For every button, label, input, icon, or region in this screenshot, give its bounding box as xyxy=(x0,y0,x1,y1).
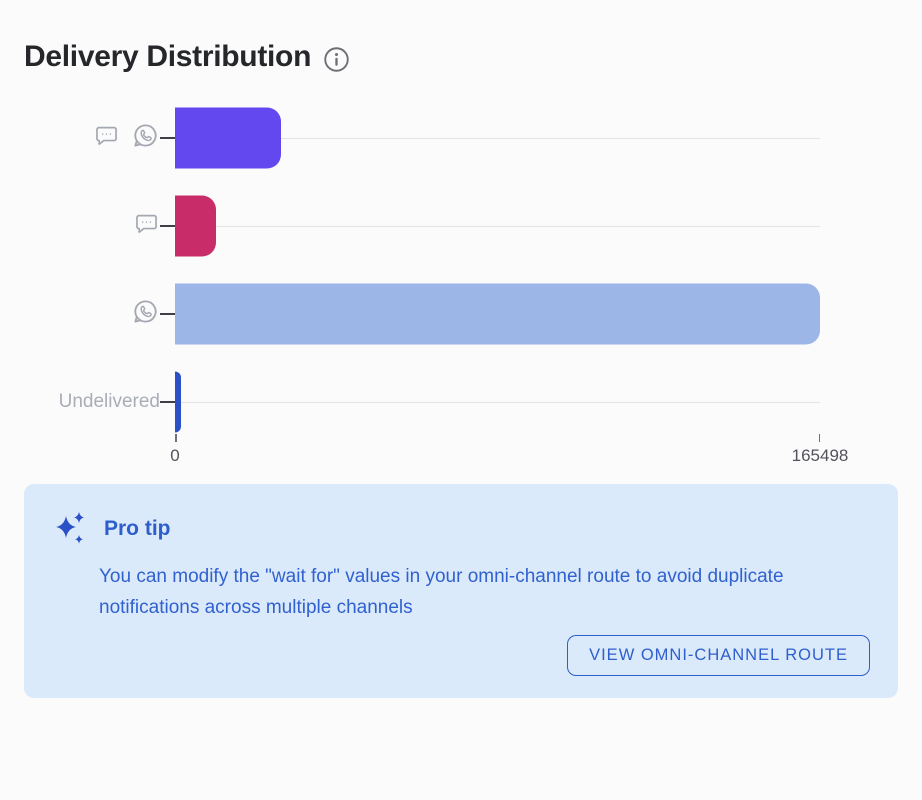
x-axis-tick-min xyxy=(175,434,177,442)
y-axis-tick xyxy=(160,137,175,139)
bar-whatsapp[interactable] xyxy=(175,283,820,345)
x-axis: 0 165498 xyxy=(170,434,848,474)
x-axis-tick-max xyxy=(818,434,820,442)
row-label-undelivered: Undelivered xyxy=(24,391,160,413)
bar-undelivered[interactable] xyxy=(175,371,181,433)
pro-tip-actions: VIEW OMNI-CHANNEL ROUTE xyxy=(52,635,870,676)
row-label-sms xyxy=(24,210,160,242)
chart-row-sms xyxy=(24,182,898,270)
sms-chat-bubble-icon xyxy=(133,210,160,242)
gridline xyxy=(175,402,820,403)
title-row: Delivery Distribution xyxy=(24,40,898,74)
bar-sms-whatsapp[interactable] xyxy=(175,107,281,169)
y-axis-tick xyxy=(160,225,175,227)
row-label-whatsapp xyxy=(24,297,160,331)
chart-row-sms-whatsapp xyxy=(24,94,898,182)
pro-tip-title: Pro tip xyxy=(104,517,171,540)
y-axis-tick xyxy=(160,313,175,315)
delivery-distribution-chart: Undelivered 0 165498 xyxy=(24,94,898,474)
gridline xyxy=(175,226,820,227)
info-circle-icon[interactable] xyxy=(323,46,350,73)
bar-sms[interactable] xyxy=(175,195,216,257)
y-axis-tick xyxy=(160,401,175,403)
whatsapp-icon xyxy=(131,121,160,155)
whatsapp-icon xyxy=(131,297,160,331)
view-omni-channel-route-button[interactable]: VIEW OMNI-CHANNEL ROUTE xyxy=(567,635,870,676)
chart-row-undelivered: Undelivered xyxy=(24,358,898,446)
pro-tip-card: Pro tip You can modify the "wait for" va… xyxy=(24,484,898,698)
x-axis-label-min: 0 xyxy=(170,446,180,465)
sparkles-icon xyxy=(52,510,88,548)
x-axis-label-max: 165498 xyxy=(791,446,849,465)
page-title: Delivery Distribution xyxy=(24,40,312,73)
pro-tip-header: Pro tip xyxy=(52,510,870,548)
pro-tip-body: You can modify the "wait for" values in … xyxy=(99,566,784,618)
chart-row-whatsapp xyxy=(24,270,898,358)
delivery-distribution-widget: Delivery Distribution xyxy=(0,40,922,698)
undelivered-label: Undelivered xyxy=(58,391,160,412)
gridline xyxy=(175,138,820,139)
sms-chat-bubble-icon xyxy=(93,122,120,154)
row-label-sms-whatsapp xyxy=(24,121,160,155)
